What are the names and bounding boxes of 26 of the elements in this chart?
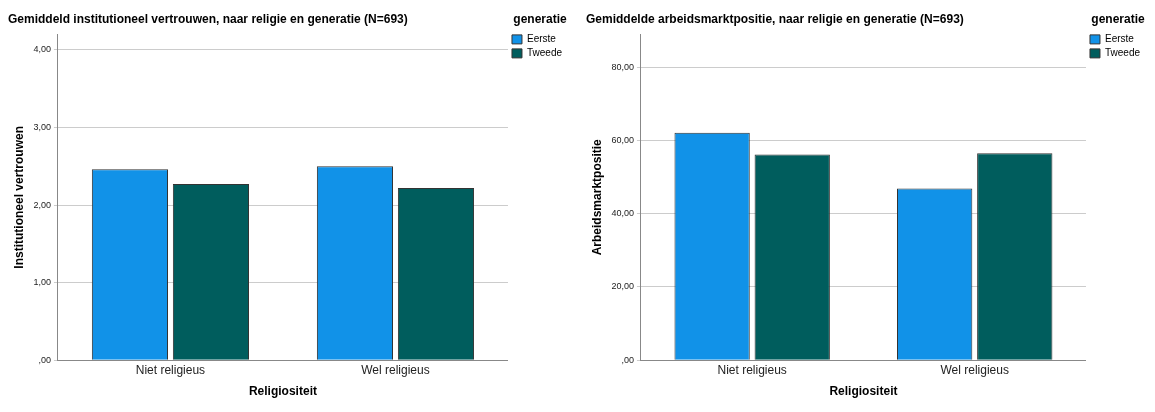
- x-tick-label: Niet religieus: [717, 362, 787, 377]
- x-tick-label: Wel religieus: [940, 362, 1009, 377]
- y-tick-label: 60,00: [611, 135, 634, 146]
- legend-label: Eerste: [526, 33, 557, 45]
- y-tick-label: 1,00: [33, 277, 51, 288]
- x-axis-title: Religiositeit: [829, 384, 898, 399]
- y-tick-label: 2,00: [33, 199, 51, 210]
- y-tick-label: 40,00: [611, 208, 634, 219]
- y-axis-title: Arbeidsmarktpositie: [589, 138, 604, 256]
- x-axis-title: Religiositeit: [248, 384, 317, 399]
- legend-label: Tweede: [1104, 47, 1141, 59]
- legend-label: Tweede: [526, 47, 563, 59]
- legend-title: generatie: [1091, 12, 1145, 27]
- legend-title: generatie: [513, 12, 567, 27]
- y-tick-label: ,00: [621, 354, 634, 365]
- y-tick-label: 4,00: [33, 44, 51, 55]
- legend-label: Eerste: [1104, 33, 1135, 45]
- y-tick-label: 20,00: [611, 281, 634, 292]
- y-tick-label: 80,00: [611, 61, 634, 72]
- y-axis-title: Institutioneel vertrouwen: [11, 125, 26, 269]
- chart-title: Gemiddeld institutioneel vertrouwen, naar religie en generatie (N=693): [8, 11, 408, 26]
- chart-title: Gemiddelde arbeidsmarktpositie, naar religie en generatie (N=693): [586, 11, 964, 26]
- x-tick-label: Wel religieus: [361, 362, 430, 377]
- y-tick-label: ,00: [38, 354, 51, 365]
- y-tick-label: 3,00: [33, 121, 51, 132]
- x-tick-label: Niet religieus: [135, 362, 206, 377]
